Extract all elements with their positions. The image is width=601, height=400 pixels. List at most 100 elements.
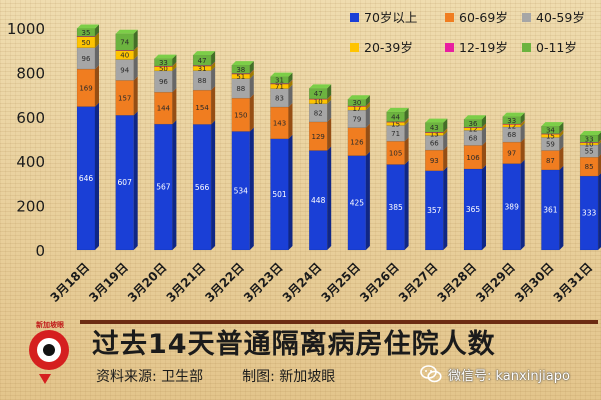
made-by-value: 新加坡眼	[279, 369, 336, 385]
bar-top	[386, 107, 409, 112]
bar-segment-side	[172, 66, 177, 93]
data-label: 129	[312, 133, 325, 141]
x-tick-label: 3月18日	[48, 260, 93, 305]
bar-segment-side	[404, 160, 409, 250]
bar-segment-side	[482, 123, 486, 131]
x-tick-label: 3月21日	[164, 260, 209, 305]
data-label: 607	[118, 178, 133, 187]
x-tick-label: 3月31日	[551, 260, 596, 305]
bar-segment-side	[249, 74, 254, 99]
bar-segment-side	[327, 84, 332, 99]
x-tick-label: 3月19日	[86, 260, 131, 305]
bar-top	[193, 51, 216, 56]
bar-segment-side	[598, 142, 601, 158]
x-tick-label: 3月30日	[512, 260, 557, 305]
bar-segment-side	[482, 123, 486, 128]
credits: 资料来源: 卫生部 制图: 新加坡眼	[96, 366, 335, 386]
bar-top	[541, 122, 564, 127]
data-label: 31	[198, 65, 207, 73]
bar-segment-side	[520, 138, 525, 164]
bar-top	[231, 61, 254, 66]
stacked-bar-chart: 020040060080010006461699650353月18日607157…	[7, 10, 601, 305]
source-label: 资料来源:	[96, 369, 157, 385]
bar-segment-side	[288, 72, 293, 84]
bar-top	[154, 54, 177, 59]
chart-area: 0 200 400 600 800 1000 646 169 96 50 35 3月18日 607 157…	[7, 10, 601, 305]
y-tick-label: 1000	[7, 20, 45, 38]
data-label: 501	[272, 190, 287, 199]
bar-segment-side	[482, 126, 486, 146]
x-tick-label: 3月27日	[396, 260, 441, 305]
legend-swatch	[445, 43, 454, 52]
data-label: 646	[79, 174, 94, 183]
bar-segment-side	[95, 32, 99, 48]
bar-segment-side	[172, 62, 177, 71]
data-label: 87	[546, 157, 555, 165]
bar-segment-side	[443, 128, 448, 136]
data-label: 97	[507, 149, 516, 157]
bar-segment-side	[211, 61, 216, 66]
data-label: 33	[585, 135, 594, 143]
bar-segment-side	[404, 107, 409, 122]
bar-top	[77, 24, 99, 29]
bar-segment-side	[598, 132, 601, 143]
xinjiapoyan-logo: 新加坡眼	[20, 320, 80, 384]
bar-segment-side	[559, 129, 564, 135]
y-tick-label: 800	[16, 64, 45, 82]
data-label: 34	[546, 126, 555, 134]
data-label: 68	[469, 134, 478, 142]
bar-segment-side	[211, 51, 216, 66]
legend-swatch	[350, 13, 359, 22]
bar-segment-side	[288, 84, 293, 108]
bar-top	[115, 29, 138, 34]
legend-label: 20-39岁	[364, 40, 413, 55]
data-label: 59	[546, 141, 555, 149]
data-label: 157	[118, 94, 131, 102]
y-tick-label: 400	[16, 153, 45, 171]
bar-segment-side	[133, 46, 138, 51]
x-tick-label: 3月25日	[318, 260, 363, 305]
bar-segment-side	[172, 88, 177, 125]
data-label: 106	[466, 154, 480, 162]
data-label: 13	[430, 131, 439, 139]
data-label: 357	[427, 206, 442, 215]
eye-logo-icon	[29, 330, 69, 384]
bar-segment-side	[559, 133, 564, 151]
data-label: 55	[585, 148, 594, 156]
data-label: 333	[582, 209, 597, 218]
bar-segment-side	[443, 166, 448, 250]
data-label: 66	[430, 139, 439, 147]
bar-top	[309, 84, 332, 89]
data-label: 17	[352, 105, 361, 113]
data-label: 47	[314, 90, 323, 98]
bar-segment-side	[133, 46, 138, 60]
bar-segment-side	[327, 99, 332, 122]
chart-title: 过去14天普通隔离病房住院人数	[92, 329, 496, 360]
data-label: 534	[234, 186, 249, 195]
bar-segment-side	[95, 32, 99, 37]
data-label: 385	[388, 203, 403, 212]
x-tick-label: 3月24日	[280, 260, 325, 305]
data-label: 567	[156, 183, 171, 192]
data-label: 74	[120, 39, 129, 47]
legend-swatch	[522, 43, 531, 52]
data-label: 365	[466, 205, 481, 214]
bar-segment-side	[404, 117, 409, 123]
bar-segment-side	[327, 146, 332, 250]
legend-item: 70岁以上	[350, 10, 417, 25]
data-label: 154	[195, 104, 209, 112]
data-label: 169	[79, 84, 92, 92]
data-label: 10	[314, 98, 323, 106]
bar-segment-side	[133, 55, 138, 81]
legend-label: 0-11岁	[536, 40, 577, 55]
data-label: 12	[469, 126, 478, 134]
data-label: 79	[352, 116, 361, 124]
